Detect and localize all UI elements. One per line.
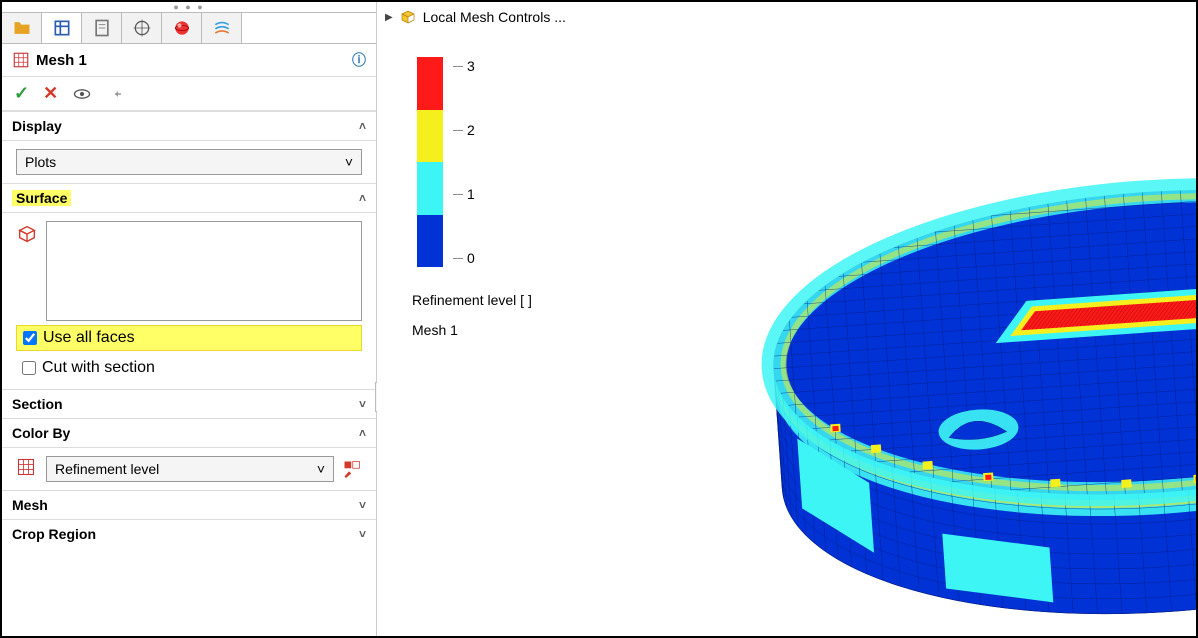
mesh-grid-icon xyxy=(12,51,30,69)
display-dropdown[interactable]: Plots ˅ xyxy=(16,149,362,175)
chevron-down-icon: ˅ xyxy=(359,498,366,512)
mesh-label: Mesh xyxy=(12,497,48,513)
panel-title: Mesh 1 xyxy=(36,52,87,69)
surface-listbox[interactable] xyxy=(46,221,362,321)
section-surface-header[interactable]: Surface ˄ xyxy=(2,183,376,213)
legend-seg-3 xyxy=(417,57,443,110)
legend-tick: 2 xyxy=(453,122,475,138)
legend-seg-2 xyxy=(417,110,443,163)
use-all-faces-checkbox[interactable] xyxy=(23,331,37,345)
section-crop-header[interactable]: Crop Region ˅ xyxy=(2,519,376,548)
ok-button[interactable]: ✓ xyxy=(14,83,29,104)
chevron-down-icon: ˅ xyxy=(345,154,353,170)
tab-dimx[interactable] xyxy=(122,13,162,43)
legend-tick: 1 xyxy=(453,186,475,202)
legend-title: Refinement level [ ] xyxy=(412,292,532,308)
legend-tick: 3 xyxy=(453,58,475,74)
property-tabs xyxy=(2,12,376,44)
legend-tick: 0 xyxy=(453,250,475,266)
chevron-up-icon: ˄ xyxy=(359,191,366,205)
chevron-down-icon: ˅ xyxy=(359,397,366,411)
tab-feature[interactable] xyxy=(2,13,42,43)
tab-appearance[interactable] xyxy=(162,13,202,43)
expand-icon: ▶ xyxy=(385,12,393,23)
legend-seg-1 xyxy=(417,162,443,215)
cut-with-section-checkbox[interactable] xyxy=(22,361,36,375)
colorby-dropdown[interactable]: Refinement level ˅ xyxy=(46,456,334,482)
property-icon xyxy=(52,18,72,38)
crosshair-icon xyxy=(132,18,152,38)
sphere-icon xyxy=(172,18,192,38)
section-colorby-header[interactable]: Color By ˄ xyxy=(2,418,376,448)
use-all-faces-label: Use all faces xyxy=(43,329,135,347)
cut-with-section-row[interactable]: Cut with section xyxy=(16,355,362,381)
tree-breadcrumb[interactable]: ▶ Local Mesh Controls ... xyxy=(385,8,566,26)
config-icon xyxy=(92,18,112,38)
cube-icon xyxy=(16,223,38,245)
color-legend: 3 2 1 0 xyxy=(417,57,475,267)
folder-icon xyxy=(12,18,32,38)
tab-flow[interactable] xyxy=(202,13,242,43)
help-icon[interactable]: ⓘ xyxy=(352,50,366,70)
pin-icon[interactable] xyxy=(106,85,124,103)
section-mesh-header[interactable]: Mesh ˅ xyxy=(2,490,376,519)
display-label: Display xyxy=(12,118,62,134)
crop-label: Crop Region xyxy=(12,526,96,542)
legend-seg-0 xyxy=(417,215,443,268)
flow-icon xyxy=(212,18,232,38)
tree-item-label: Local Mesh Controls ... xyxy=(423,9,566,25)
edit-palette-button[interactable] xyxy=(342,460,362,478)
chevron-up-icon: ˄ xyxy=(359,119,366,133)
mesh-grid-icon xyxy=(16,457,36,477)
colorby-label: Color By xyxy=(12,425,70,441)
section-display-header[interactable]: Display ˄ xyxy=(2,111,376,141)
section-label: Section xyxy=(12,396,63,412)
mesh-render xyxy=(597,152,1198,632)
legend-subtitle: Mesh 1 xyxy=(412,322,458,338)
tab-config[interactable] xyxy=(82,13,122,43)
section-section-header[interactable]: Section ˅ xyxy=(2,389,376,418)
surface-label: Surface xyxy=(12,190,71,206)
chevron-down-icon: ˅ xyxy=(359,527,366,541)
tab-property-manager[interactable] xyxy=(42,13,82,43)
chevron-down-icon: ˅ xyxy=(317,461,325,477)
use-all-faces-row[interactable]: Use all faces xyxy=(16,325,362,351)
chevron-up-icon: ˄ xyxy=(359,426,366,440)
cut-with-section-label: Cut with section xyxy=(42,359,155,377)
preview-icon[interactable] xyxy=(72,84,92,104)
mesh-controls-icon xyxy=(399,8,417,26)
cancel-button[interactable]: ✕ xyxy=(43,83,58,104)
viewport[interactable]: ▶ Local Mesh Controls ... 3 2 1 0 Refine… xyxy=(377,2,1196,636)
